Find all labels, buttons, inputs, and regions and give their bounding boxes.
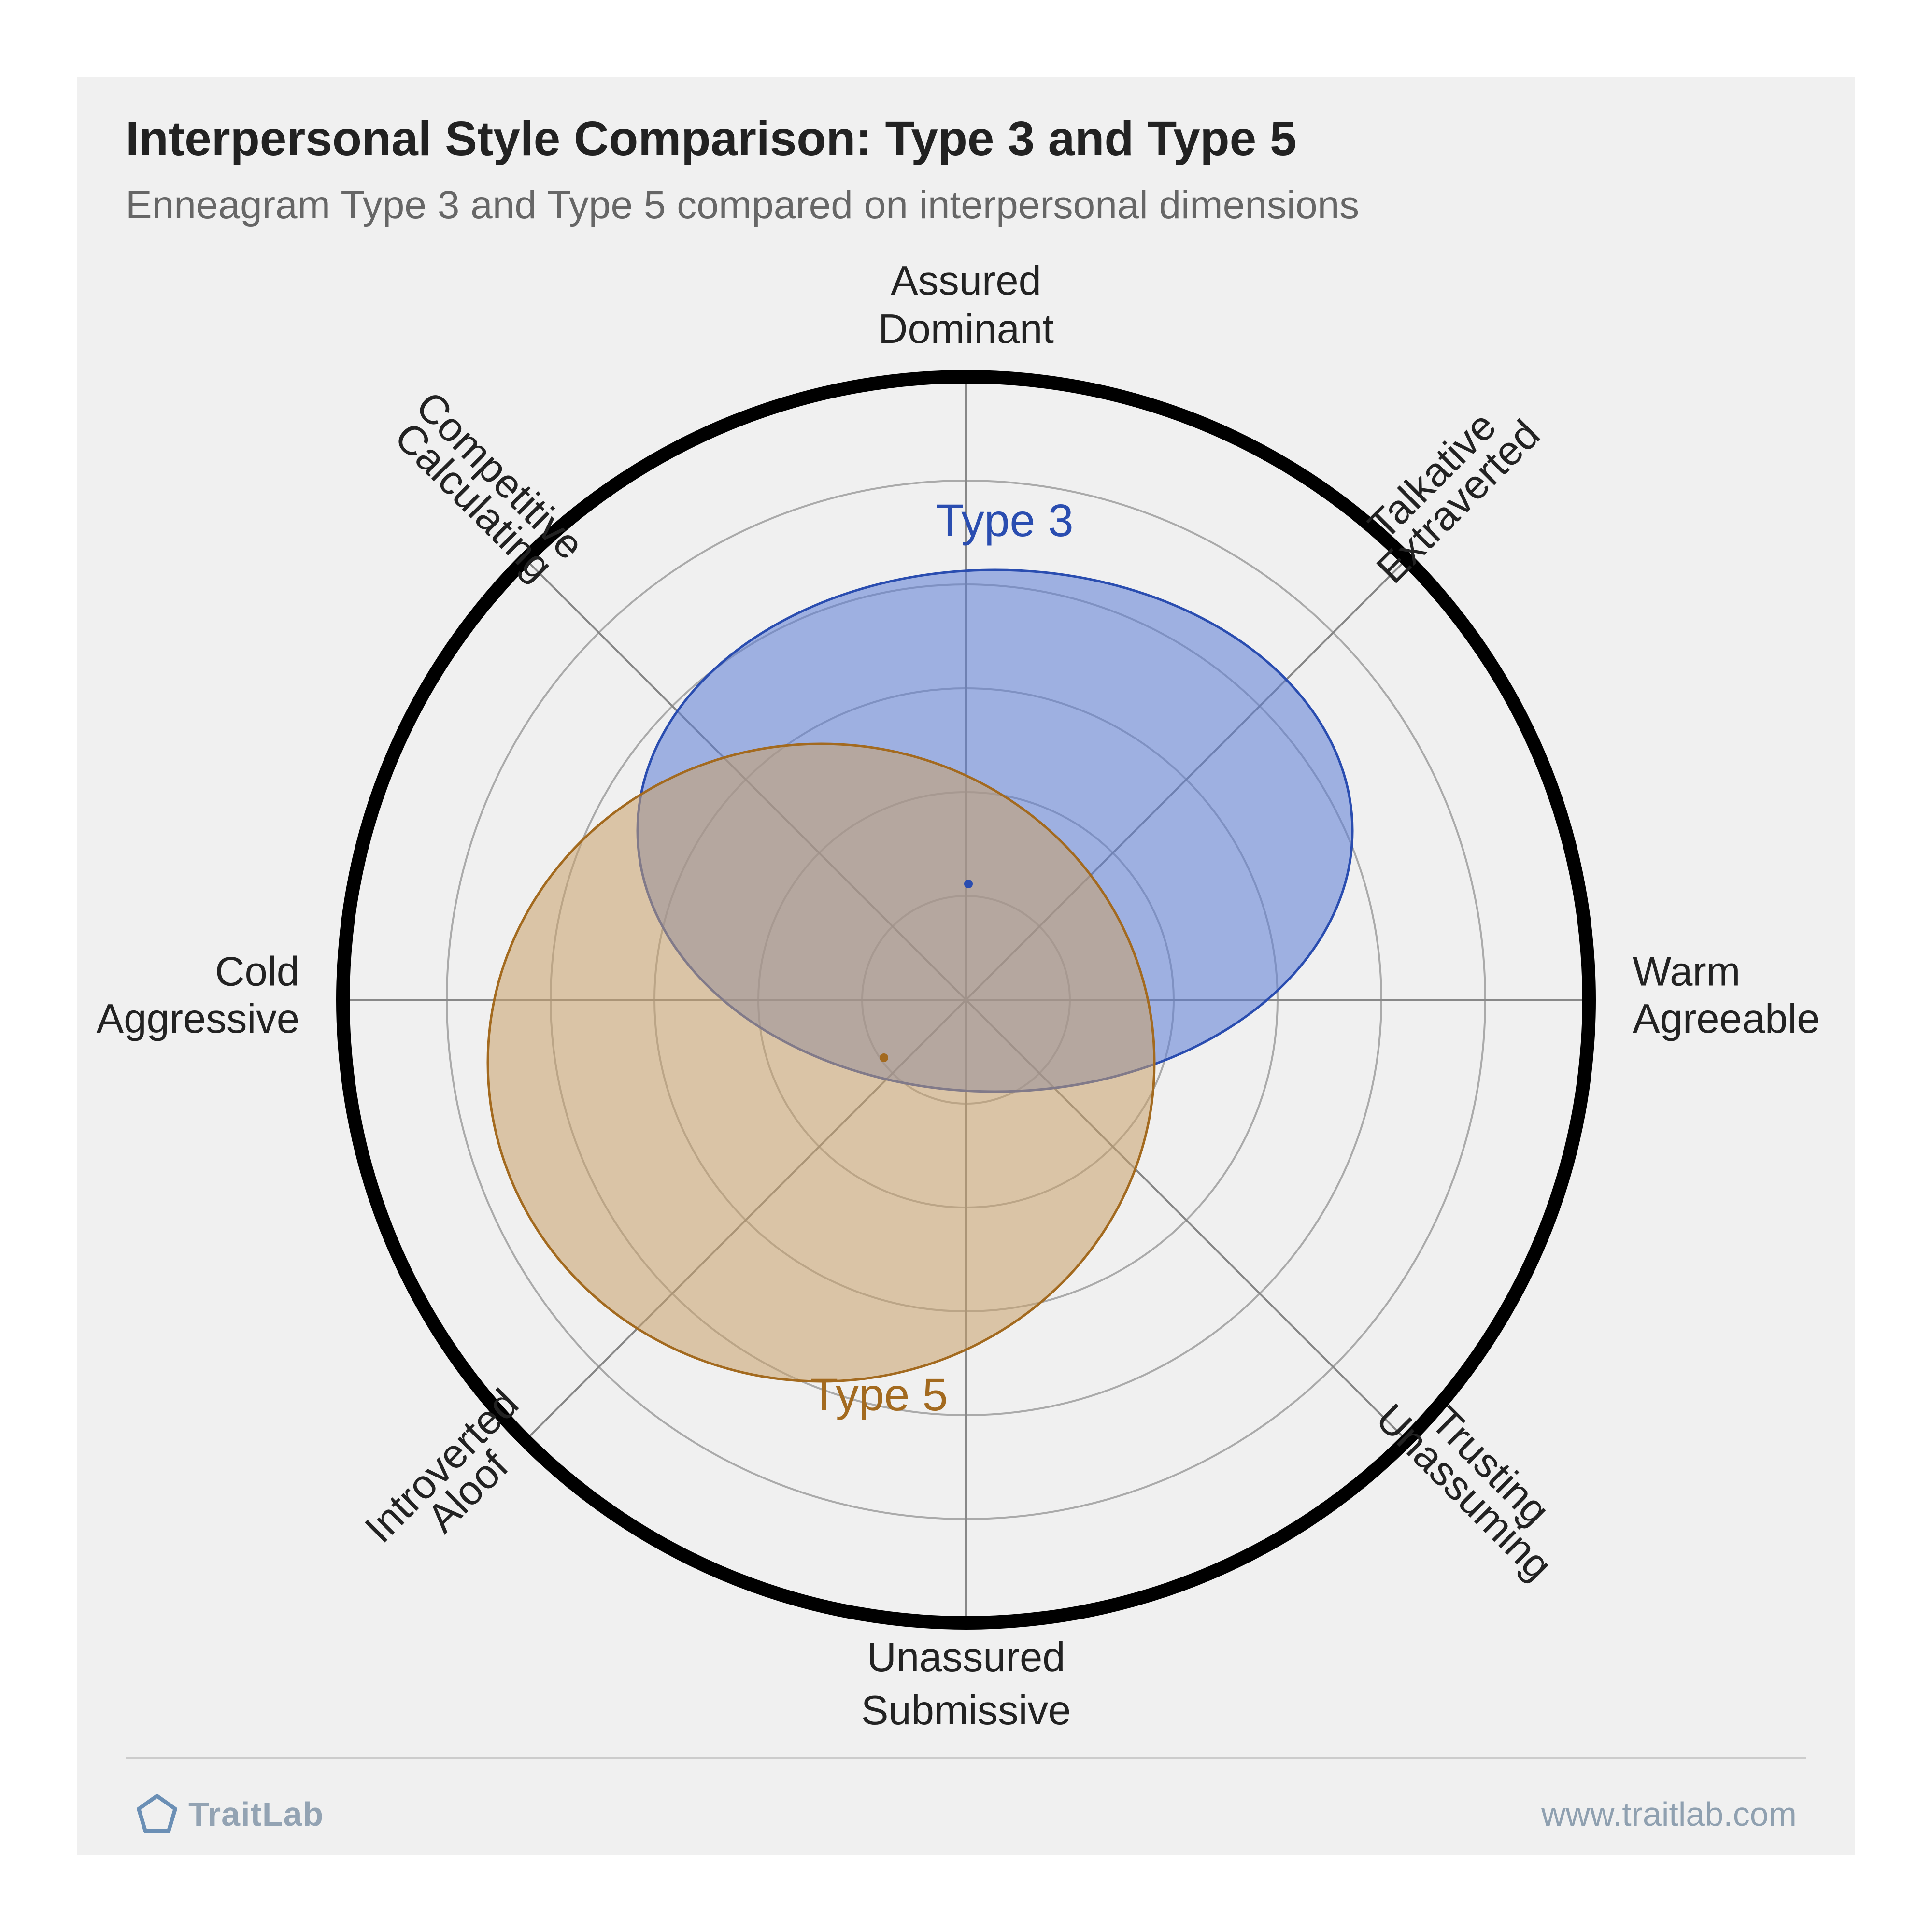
axis-label: Aggressive — [97, 996, 299, 1042]
logo-text: TraitLab — [188, 1795, 324, 1833]
series-label-type3: Type 3 — [936, 495, 1073, 546]
circumplex-chart: AssuredDominantExtravertedTalkativeWarmA… — [0, 0, 1932, 1932]
axis-label: Unassured — [867, 1634, 1065, 1680]
axis-label: Assured — [891, 258, 1041, 304]
series-label-type5: Type 5 — [810, 1369, 948, 1421]
axis-label: Cold — [215, 949, 299, 994]
footer-url: www.traitlab.com — [1541, 1795, 1797, 1833]
axis-label: Dominant — [878, 306, 1054, 352]
axis-label: Agreeable — [1633, 996, 1820, 1042]
chart-subtitle: Enneagram Type 3 and Type 5 compared on … — [126, 183, 1359, 228]
axis-label: Submissive — [861, 1688, 1071, 1733]
chart-title: Interpersonal Style Comparison: Type 3 a… — [126, 111, 1297, 167]
axis-label: Warm — [1633, 949, 1740, 994]
footer: TraitLab www.traitlab.com — [135, 1792, 1797, 1836]
logo: TraitLab — [135, 1792, 324, 1836]
pentagon-icon — [135, 1792, 179, 1836]
